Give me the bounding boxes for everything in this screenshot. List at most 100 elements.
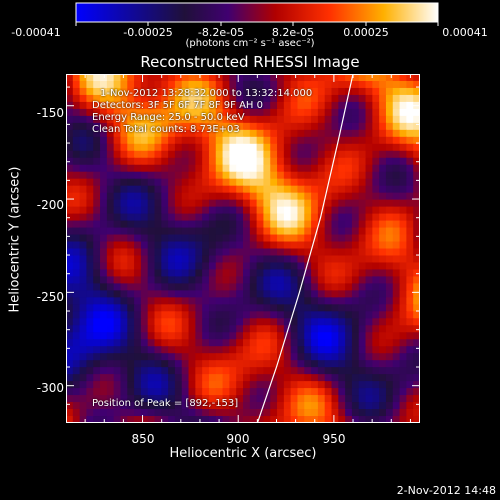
image-pixel xyxy=(324,122,333,131)
image-pixel xyxy=(174,101,183,110)
image-pixel xyxy=(161,227,169,236)
image-pixel xyxy=(93,213,101,222)
image-pixel xyxy=(140,185,149,194)
image-pixel xyxy=(106,143,115,152)
image-pixel xyxy=(236,416,244,423)
image-pixel xyxy=(413,339,420,347)
image-pixel xyxy=(406,213,414,222)
image-pixel xyxy=(120,150,128,159)
x-tick-label: 850 xyxy=(131,432,155,446)
image-pixel xyxy=(243,374,251,382)
image-pixel xyxy=(208,143,217,152)
image-pixel xyxy=(79,346,88,354)
image-pixel xyxy=(249,150,258,159)
image-pixel xyxy=(93,416,101,423)
image-pixel xyxy=(127,87,135,96)
image-pixel xyxy=(134,87,142,96)
image-pixel xyxy=(134,416,142,423)
image-pixel xyxy=(134,157,142,166)
image-pixel xyxy=(66,136,74,145)
image-pixel xyxy=(222,164,230,173)
image-pixel xyxy=(127,248,135,257)
image-pixel xyxy=(399,213,407,222)
image-pixel xyxy=(72,80,81,89)
image-pixel xyxy=(263,332,271,340)
image-pixel xyxy=(406,129,414,138)
y-tick-label: -250 xyxy=(36,290,64,304)
image-pixel xyxy=(297,94,305,103)
image-pixel xyxy=(86,255,94,264)
image-pixel xyxy=(317,346,326,354)
image-pixel xyxy=(154,178,162,187)
image-pixel xyxy=(311,150,319,159)
image-pixel xyxy=(140,388,149,396)
image-pixel xyxy=(338,241,346,250)
image-pixel xyxy=(161,157,169,166)
image-pixel xyxy=(168,192,176,201)
image-pixel xyxy=(140,318,149,326)
image-pixel xyxy=(161,80,169,89)
image-pixel xyxy=(331,290,339,298)
image-pixel xyxy=(93,353,101,361)
image-pixel xyxy=(154,255,162,264)
image-pixel xyxy=(263,150,271,159)
image-pixel xyxy=(365,332,373,340)
image-pixel xyxy=(338,374,346,382)
image-pixel xyxy=(127,360,135,368)
image-pixel xyxy=(290,122,299,131)
image-pixel xyxy=(127,290,135,298)
image-pixel xyxy=(168,74,176,82)
image-pixel xyxy=(283,206,292,215)
image-pixel xyxy=(358,311,367,319)
image-pixel xyxy=(270,325,278,333)
image-pixel xyxy=(72,164,81,173)
image-pixel xyxy=(202,94,210,103)
image-pixel xyxy=(236,101,244,110)
image-pixel xyxy=(399,269,407,278)
image-pixel xyxy=(263,388,271,396)
image-pixel xyxy=(93,311,101,319)
image-pixel xyxy=(134,374,142,382)
image-pixel xyxy=(392,199,401,208)
image-pixel xyxy=(358,213,367,222)
image-pixel xyxy=(174,108,183,117)
image-pixel xyxy=(365,220,373,229)
image-pixel xyxy=(385,115,394,124)
image-pixel xyxy=(106,325,115,333)
image-pixel xyxy=(229,234,237,243)
image-pixel xyxy=(147,304,156,312)
image-pixel xyxy=(127,220,135,229)
image-pixel xyxy=(243,381,251,389)
image-pixel xyxy=(215,150,224,159)
image-pixel xyxy=(140,74,149,82)
image-pixel xyxy=(120,374,128,382)
image-pixel xyxy=(79,157,88,166)
image-pixel xyxy=(345,395,353,403)
image-pixel xyxy=(317,262,326,271)
image-pixel xyxy=(127,185,135,194)
plot-frame xyxy=(66,74,420,423)
image-pixel xyxy=(331,374,339,382)
image-pixel xyxy=(147,318,156,326)
image-pixel xyxy=(372,192,380,201)
image-pixel xyxy=(304,255,312,264)
image-pixel xyxy=(66,276,74,284)
colorbar-tick: 0.00041 xyxy=(442,26,488,39)
image-pixel xyxy=(86,332,94,340)
image-pixel xyxy=(243,115,251,124)
image-pixel xyxy=(134,248,142,257)
image-pixel xyxy=(324,164,333,173)
image-pixel xyxy=(72,395,81,403)
image-pixel xyxy=(304,353,312,361)
image-pixel xyxy=(283,199,292,208)
image-pixel xyxy=(392,402,401,410)
image-pixel xyxy=(399,108,407,117)
image-pixel xyxy=(188,339,196,347)
image-pixel xyxy=(66,346,74,354)
image-pixel xyxy=(140,87,149,96)
image-pixel xyxy=(358,157,367,166)
image-pixel xyxy=(86,94,94,103)
image-pixel xyxy=(311,178,319,187)
image-pixel xyxy=(202,381,210,389)
image-pixel xyxy=(236,395,244,403)
